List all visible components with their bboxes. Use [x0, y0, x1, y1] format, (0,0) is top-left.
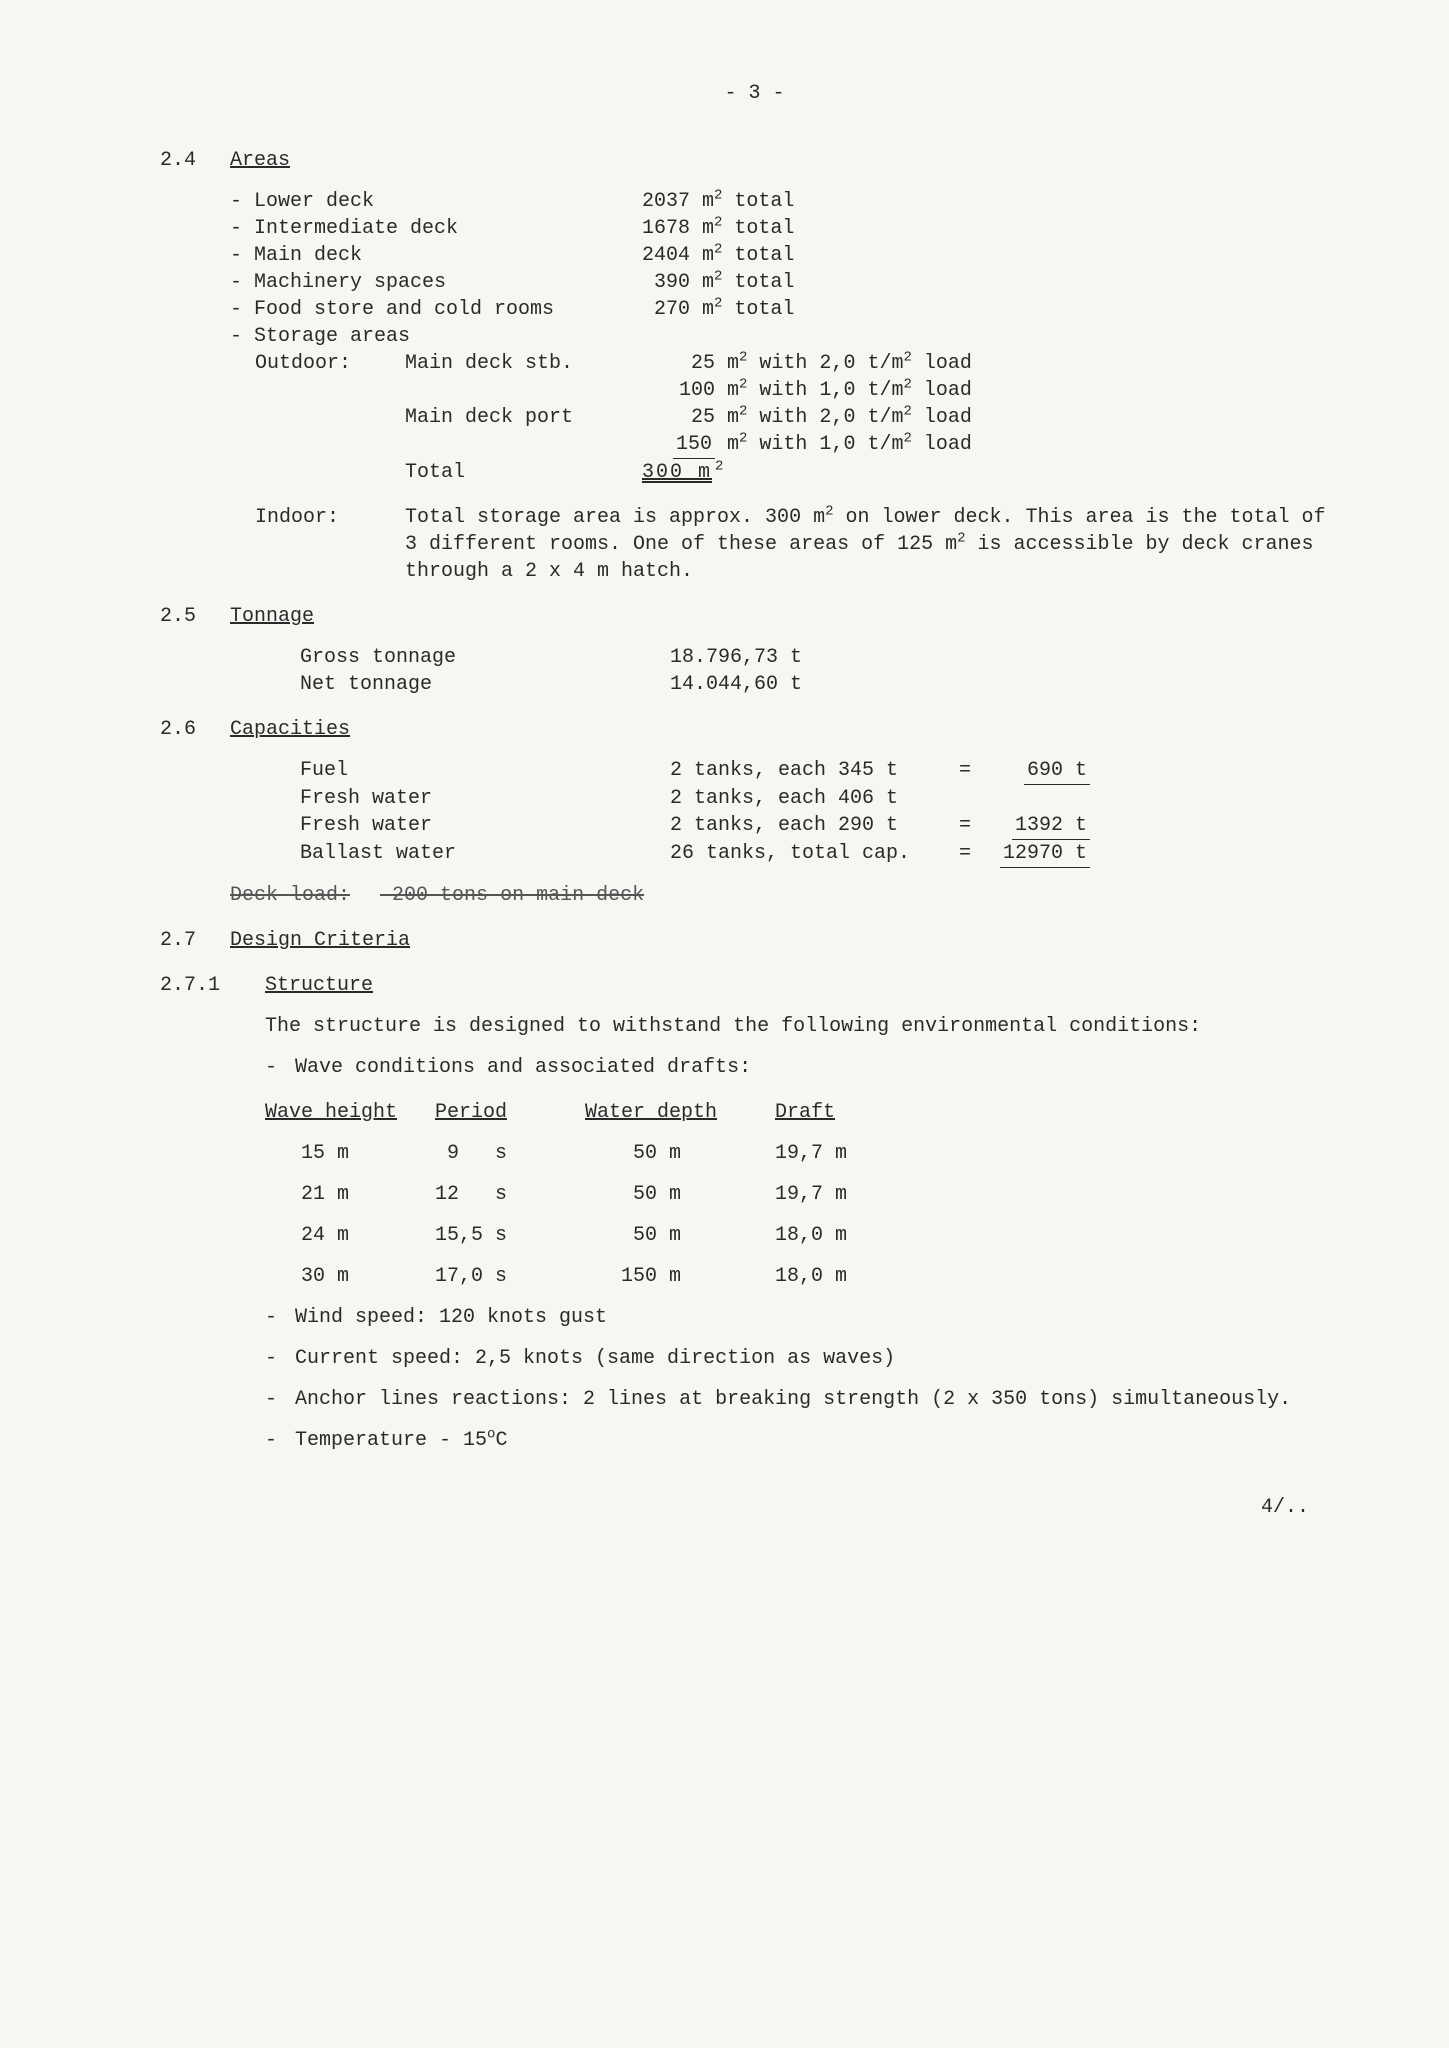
- section-number: 2.7: [160, 927, 230, 954]
- page: - 3 - 2.4 Areas - Lower deck2037 m2 tota…: [0, 0, 1449, 2048]
- structure-bullet: -Anchor lines reactions: 2 lines at brea…: [265, 1386, 1349, 1413]
- areas-row: - Machinery spaces390 m2 total: [230, 269, 1349, 296]
- structure-bullet: -Wind speed: 120 knots gust: [265, 1304, 1349, 1331]
- section-title: Areas: [230, 147, 290, 174]
- capacity-row: Fresh water2 tanks, each 406 t: [300, 785, 1349, 812]
- areas-row: - Lower deck2037 m2 total: [230, 188, 1349, 215]
- outdoor-row: 150 m2 with 1,0 t/m2 load: [255, 431, 1349, 459]
- outdoor-row: Main deck port25 m2 with 2,0 t/m2 load: [255, 404, 1349, 431]
- areas-row: - Food store and cold rooms270 m2 total: [230, 296, 1349, 323]
- structure-intro: The structure is designed to withstand t…: [265, 1013, 1349, 1040]
- section-tonnage-header: 2.5 Tonnage: [160, 603, 1349, 630]
- wave-row: 24 m15,5 s 50 m18,0 m: [265, 1208, 1349, 1249]
- section-number: 2.4: [160, 147, 230, 174]
- indoor-label: Indoor:: [255, 504, 405, 585]
- subsection-title: Structure: [265, 972, 373, 999]
- section-number: 2.6: [160, 716, 230, 743]
- page-number: - 3 -: [160, 80, 1349, 107]
- section-title: Tonnage: [230, 603, 314, 630]
- section-capacities-header: 2.6 Capacities: [160, 716, 1349, 743]
- tonnage-row: Net tonnage14.044,60 t: [300, 671, 1349, 698]
- outdoor-row: Outdoor:Main deck stb.25 m2 with 2,0 t/m…: [255, 350, 1349, 377]
- structure-bullet: -Current speed: 2,5 knots (same directio…: [265, 1345, 1349, 1372]
- section-title: Capacities: [230, 716, 350, 743]
- section-areas-header: 2.4 Areas: [160, 147, 1349, 174]
- wave-bullet: - Wave conditions and associated drafts:: [265, 1054, 1349, 1081]
- indoor-text: Total storage area is approx. 300 m2 on …: [405, 504, 1349, 585]
- subsection-structure-header: 2.7.1 Structure: [160, 972, 1349, 999]
- outdoor-total-row: Total300 m2: [255, 459, 1349, 486]
- structure-body: The structure is designed to withstand t…: [265, 1013, 1349, 1454]
- capacity-row: Fresh water2 tanks, each 290 t=1392 t: [300, 812, 1349, 840]
- capacities-body: Fuel2 tanks, each 345 t=690 tFresh water…: [300, 757, 1349, 868]
- wave-table-head: Wave height Period Water depth Draft: [265, 1099, 1349, 1126]
- capacity-row: Fuel2 tanks, each 345 t=690 t: [300, 757, 1349, 785]
- wave-row: 21 m12 s 50 m19,7 m: [265, 1167, 1349, 1208]
- page-footer: 4/..: [160, 1494, 1349, 1521]
- areas-row: - Main deck2404 m2 total: [230, 242, 1349, 269]
- storage-areas-label: - Storage areas: [230, 323, 1349, 350]
- wave-row: 15 m 9 s 50 m19,7 m: [265, 1126, 1349, 1167]
- tonnage-row: Gross tonnage18.796,73 t: [300, 644, 1349, 671]
- areas-body: - Lower deck2037 m2 total- Intermediate …: [230, 188, 1349, 585]
- subsection-number: 2.7.1: [160, 972, 265, 999]
- section-design-header: 2.7 Design Criteria: [160, 927, 1349, 954]
- wave-row: 30 m17,0 s 150 m18,0 m: [265, 1249, 1349, 1290]
- capacity-row: Ballast water26 tanks, total cap.=12970 …: [300, 840, 1349, 868]
- section-number: 2.5: [160, 603, 230, 630]
- temperature-bullet: - Temperature - 15oC: [265, 1427, 1349, 1454]
- section-title: Design Criteria: [230, 927, 410, 954]
- outdoor-row: 100 m2 with 1,0 t/m2 load: [255, 377, 1349, 404]
- tonnage-body: Gross tonnage18.796,73 tNet tonnage14.04…: [300, 644, 1349, 698]
- deck-load-line: Deck load: 200 tons on main deck: [230, 882, 1349, 909]
- areas-row: - Intermediate deck1678 m2 total: [230, 215, 1349, 242]
- indoor-block: Indoor: Total storage area is approx. 30…: [255, 504, 1349, 585]
